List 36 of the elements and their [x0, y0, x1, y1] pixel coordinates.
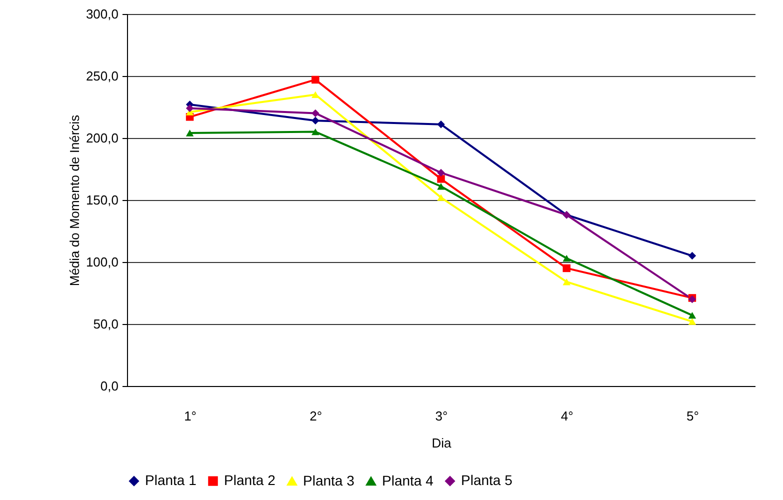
- point: [312, 109, 320, 118]
- point: [562, 278, 570, 286]
- point: [312, 128, 320, 136]
- point: [688, 252, 696, 260]
- x-tick-label: 2°: [310, 408, 322, 424]
- point: [312, 116, 320, 125]
- y-tick-label: 200,0: [86, 130, 118, 146]
- y-tick-label: 0,0: [100, 378, 118, 394]
- x-tick-label: 5°: [686, 408, 699, 424]
- point: [437, 175, 445, 183]
- y-tick-label: 150,0: [86, 192, 118, 208]
- y-axis-title: Média do Momento de Inércis: [66, 114, 82, 286]
- point: [437, 120, 445, 128]
- legend-label: Planta 2: [224, 472, 276, 488]
- point: [562, 254, 570, 262]
- x-tick-label: 4°: [560, 408, 574, 424]
- y-tick-label: 250,0: [86, 68, 118, 84]
- legend-label: Planta 3: [303, 472, 355, 488]
- point: [437, 183, 445, 190]
- x-tick-label: 3°: [435, 408, 448, 424]
- point: [688, 318, 696, 325]
- y-tick-label: 50,0: [93, 316, 118, 332]
- point: [688, 312, 696, 319]
- legend-label: Planta 5: [461, 472, 513, 488]
- point: [437, 194, 445, 201]
- point: [312, 76, 320, 84]
- point: [437, 168, 445, 177]
- y-tick-label: 100,0: [86, 254, 118, 270]
- point: [562, 264, 570, 272]
- point: [186, 130, 194, 136]
- legend-label: Planta 1: [145, 472, 197, 488]
- x-axis-title: Dia: [432, 436, 452, 450]
- point: [186, 104, 194, 112]
- y-tick-label: 300,0: [86, 6, 118, 22]
- x-tick-label: 1°: [184, 408, 197, 424]
- legend-label: Planta 4: [382, 472, 434, 488]
